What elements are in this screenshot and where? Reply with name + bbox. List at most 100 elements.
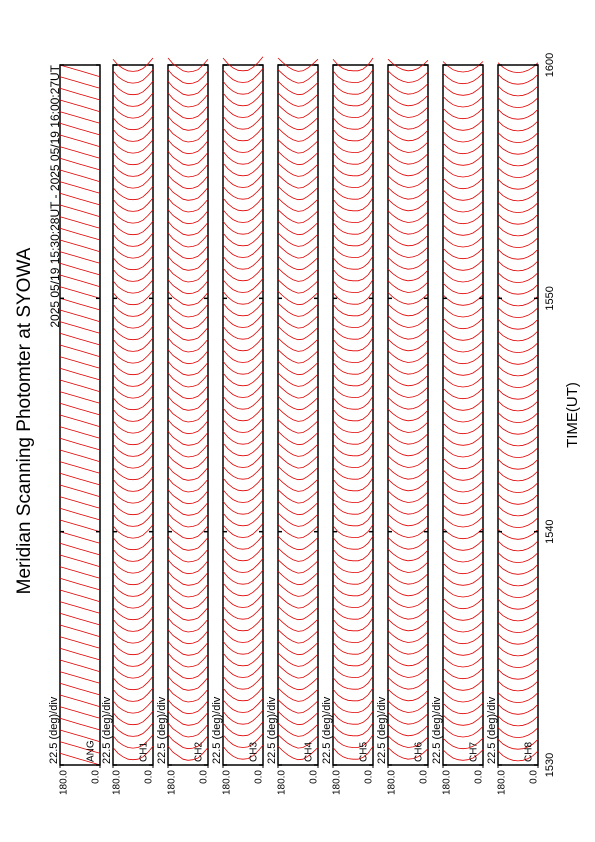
scan-trace	[442, 259, 484, 271]
x-tick-label: 1600	[544, 53, 556, 77]
scan-trace	[442, 329, 484, 341]
scan-trace	[442, 597, 484, 610]
scan-trace	[387, 303, 429, 317]
scan-trace	[277, 174, 319, 189]
scan-trace	[222, 313, 264, 328]
scan-trace	[167, 664, 209, 680]
scan-trace	[442, 527, 484, 540]
scan-trace	[442, 376, 484, 388]
scan-trace	[387, 443, 429, 457]
scan-trace	[59, 87, 101, 101]
scan-trace	[497, 120, 539, 132]
scan-trace	[387, 642, 429, 655]
scan-trace	[167, 197, 209, 213]
scan-trace	[497, 377, 539, 389]
scan-trace	[332, 454, 374, 468]
scan-trace	[59, 297, 101, 311]
scan-trace	[497, 424, 539, 435]
scan-trace	[497, 482, 539, 494]
scan-trace	[59, 332, 101, 346]
scan-trace	[277, 69, 319, 84]
scan-trace	[442, 691, 484, 703]
scan-trace	[167, 256, 209, 271]
scan-trace	[222, 581, 264, 597]
scan-trace	[332, 676, 374, 690]
scan-trace	[387, 82, 429, 95]
scan-trace	[59, 391, 101, 404]
scan-trace	[332, 407, 374, 422]
scan-trace	[277, 442, 319, 457]
scan-trace	[332, 687, 374, 702]
scan-trace	[59, 204, 101, 218]
x-tick-label: 1540	[544, 519, 556, 543]
scan-trace	[222, 394, 264, 410]
scan-trace	[167, 81, 209, 96]
x-axis-label: TIME(UT)	[564, 382, 581, 448]
scan-trace	[277, 302, 319, 317]
panel-frame	[59, 64, 101, 766]
scan-trace	[497, 109, 539, 120]
scan-trace	[167, 337, 209, 353]
scan-trace	[332, 547, 374, 562]
scan-trace	[167, 419, 209, 435]
scan-trace	[112, 57, 154, 72]
scan-trace	[332, 104, 374, 118]
scan-trace	[112, 571, 154, 586]
scan-trace	[222, 464, 264, 480]
scan-trace	[112, 116, 154, 131]
channel-label: CH5	[359, 742, 370, 762]
scan-trace	[497, 319, 539, 330]
scan-trace	[167, 174, 209, 190]
scan-trace	[222, 651, 264, 667]
scan-trace	[222, 418, 264, 433]
scan-trace	[59, 496, 101, 509]
scan-trace	[167, 582, 209, 598]
y-tick-label: 0.0	[529, 770, 540, 784]
y-tick-label: 0.0	[199, 770, 210, 784]
scan-trace	[332, 722, 374, 737]
scan-trace	[112, 407, 154, 422]
scan-trace	[332, 127, 374, 142]
scan-trace	[112, 419, 154, 434]
scan-trace	[332, 559, 374, 573]
scan-trace	[332, 629, 374, 643]
scan-trace	[222, 266, 264, 282]
scan-trace	[442, 224, 484, 236]
scan-trace	[497, 622, 539, 634]
scan-trace	[387, 478, 429, 492]
scan-trace	[112, 151, 154, 166]
scan-trace	[59, 111, 101, 124]
channel-label: CH8	[524, 742, 535, 762]
scan-trace	[497, 202, 539, 214]
scan-trace	[277, 139, 319, 154]
scan-trace	[112, 536, 154, 551]
scan-trace	[387, 257, 429, 270]
scan-trace	[497, 750, 539, 762]
scan-trace	[387, 373, 429, 387]
scan-trace	[222, 359, 264, 375]
scan-trace	[112, 174, 154, 189]
x-tick-label: 1530	[544, 753, 556, 777]
scale-label: 22.5 (deg)/div	[376, 696, 388, 764]
scan-trace	[112, 431, 154, 446]
scan-trace	[59, 729, 101, 743]
scan-trace	[222, 68, 264, 83]
scan-trace	[222, 686, 264, 702]
scan-trace	[167, 629, 209, 645]
scan-trace	[497, 494, 539, 505]
scan-trace	[59, 356, 101, 369]
scale-label: 22.5 (deg)/div	[101, 696, 113, 764]
scan-trace	[277, 314, 319, 329]
scan-trace	[167, 384, 209, 400]
scan-trace	[442, 142, 484, 155]
scan-trace	[167, 431, 209, 446]
y-tick-label: 0.0	[254, 770, 265, 784]
scan-trace	[112, 232, 154, 247]
scan-trace	[222, 103, 264, 118]
y-tick-label: 180.0	[167, 770, 178, 795]
scan-trace	[442, 247, 484, 260]
scan-trace	[442, 131, 484, 143]
scan-trace	[332, 337, 374, 352]
scan-trace	[59, 647, 101, 661]
scan-trace	[442, 399, 484, 411]
